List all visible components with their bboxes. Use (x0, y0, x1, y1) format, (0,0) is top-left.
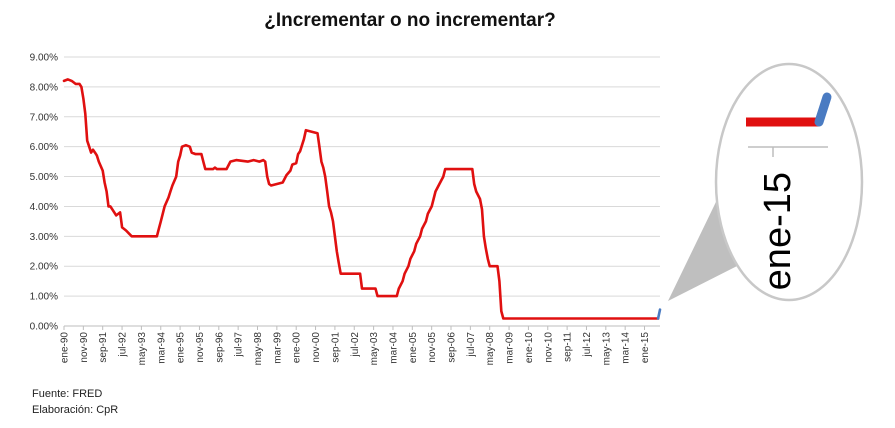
x-tick-label: ene-90 (60, 332, 71, 364)
y-tick-label: 7.00% (30, 112, 58, 123)
x-tick-label: sep-06 (447, 332, 458, 363)
x-tick-label: mar-94 (156, 332, 167, 364)
y-tick-label: 3.00% (30, 232, 58, 243)
x-tick-label: ene-15 (640, 332, 651, 364)
x-tick-label: may-93 (137, 332, 148, 366)
x-tick-label: mar-09 (505, 332, 516, 364)
x-tick-label: sep-01 (330, 332, 341, 363)
y-tick-label: 0.00% (30, 322, 58, 333)
x-tick-label: ene-00 (292, 332, 303, 364)
series-lines (64, 79, 660, 318)
author-note: Elaboración: CpR (32, 404, 118, 416)
x-tick-label: nov-00 (311, 332, 322, 363)
zoom-tick-label: ene-15 (757, 172, 799, 290)
y-tick-label: 5.00% (30, 172, 58, 183)
x-tick-label: may-13 (601, 332, 612, 366)
x-tick-label: ene-05 (408, 332, 419, 364)
x-tick-label: sep-91 (98, 332, 109, 363)
x-tick-label: nov-95 (195, 332, 206, 363)
x-tick-label: jul-02 (350, 332, 361, 358)
x-tick-label: mar-99 (272, 332, 283, 364)
x-tick-label: jul-12 (582, 332, 593, 358)
x-tick-label: jul-92 (118, 332, 129, 358)
y-tick-label: 1.00% (30, 292, 58, 303)
x-tick-label: ene-10 (524, 332, 535, 364)
y-axis: 0.00% 1.00% 2.00% 3.00% 4.00% 5.00% 6.00% 7.00%… (30, 53, 58, 333)
y-tick-label: 8.00% (30, 82, 58, 93)
x-tick-label: may-98 (253, 332, 264, 366)
x-tick-label: jul-97 (234, 332, 245, 358)
series-line-2 (658, 310, 660, 319)
y-tick-label: 9.00% (30, 53, 58, 64)
zoom-callout: ene-15 (668, 64, 862, 301)
x-tick-label: jul-07 (466, 332, 477, 358)
x-tick-label: nov-10 (543, 332, 554, 363)
series-line-1 (64, 79, 658, 318)
x-tick-label: mar-04 (388, 332, 399, 364)
x-tick-label: may-03 (369, 332, 380, 366)
x-axis: ene-90 nov-90 sep-91 jul-92 may-93 mar-94 ene-… (60, 326, 652, 365)
x-tick-label: mar-14 (621, 332, 632, 364)
x-tick-label: sep-96 (214, 332, 225, 363)
x-tick-label: may-08 (485, 332, 496, 366)
source-note: Fuente: FRED (32, 388, 102, 400)
x-tick-label: nov-05 (427, 332, 438, 363)
y-tick-label: 2.00% (30, 262, 58, 273)
x-tick-label: nov-90 (79, 332, 90, 363)
y-tick-label: 4.00% (30, 202, 58, 213)
y-tick-label: 6.00% (30, 142, 58, 153)
x-tick-label: sep-11 (563, 332, 574, 362)
x-tick-label: ene-95 (176, 332, 187, 364)
